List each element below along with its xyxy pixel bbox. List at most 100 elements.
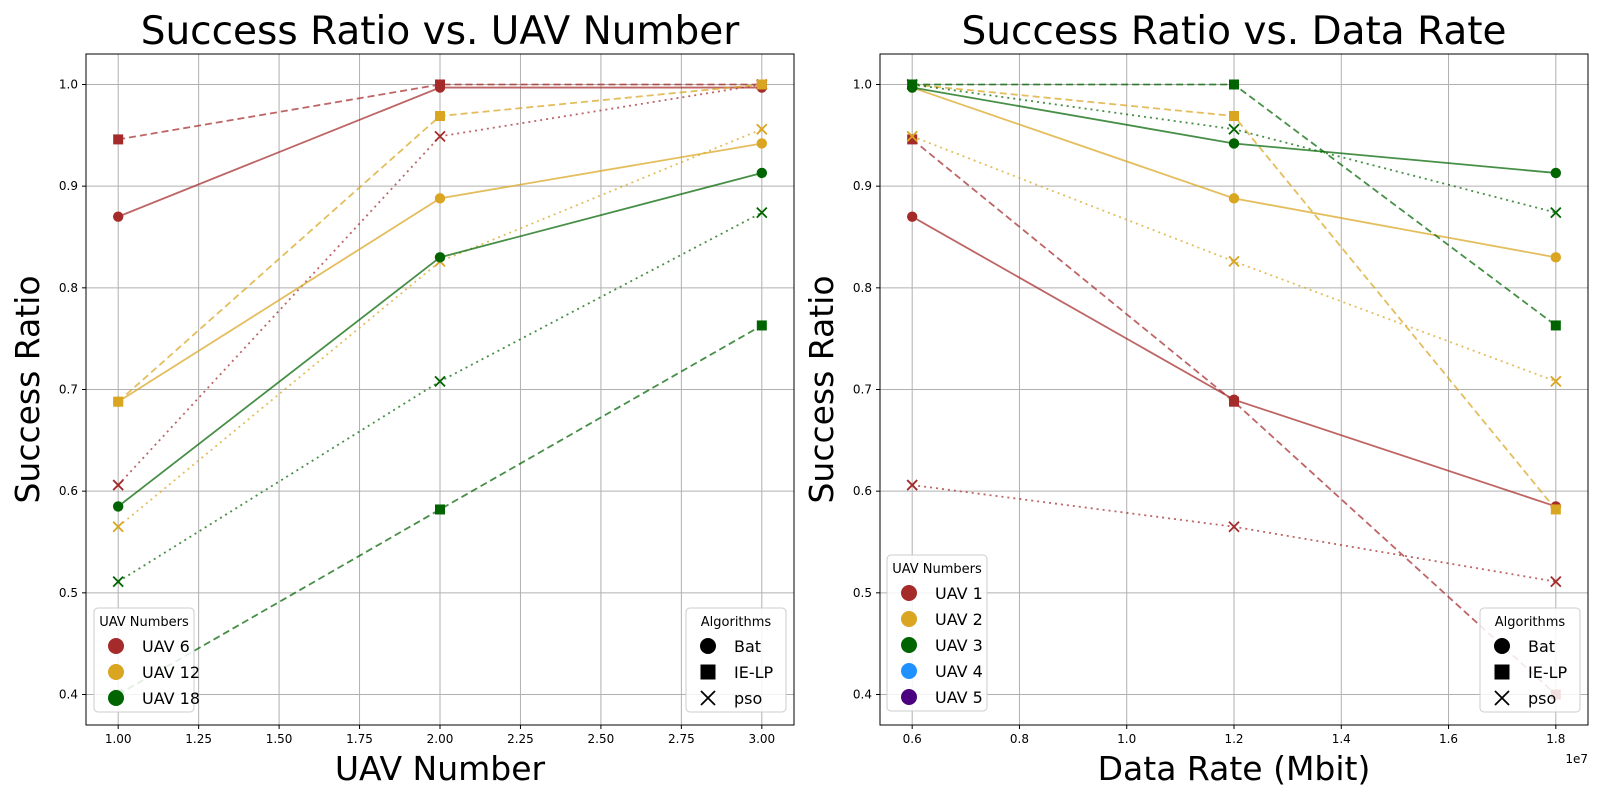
- data-point: [435, 504, 445, 515]
- x-tick-label: 2.75: [668, 732, 695, 746]
- legend-entry-uav-2: UAV 2: [901, 610, 983, 629]
- data-point: [1228, 255, 1240, 268]
- legend-entry-ie-lp: IE-LP: [1494, 663, 1568, 682]
- x-tick-label: 1.75: [346, 732, 373, 746]
- data-point: [113, 396, 124, 407]
- data-point: [1229, 79, 1239, 90]
- legend-entry-uav-3: UAV 3: [901, 636, 983, 655]
- legend-label: Bat: [1528, 637, 1555, 656]
- series-line: [117, 128, 763, 528]
- legend-label: UAV 6: [142, 637, 190, 656]
- x-tick-label: 1.50: [266, 732, 293, 746]
- data-point: [112, 501, 124, 512]
- data-point: [1550, 206, 1562, 219]
- legend-entry-uav-6: UAV 6: [108, 637, 190, 656]
- legend-algorithms: Algorithms Bat IE-LP pso: [685, 607, 787, 713]
- data-point: [906, 479, 918, 491]
- data-point: [1550, 504, 1561, 515]
- legend-entry-uav-12: UAV 12: [108, 663, 200, 682]
- y-tick-label: 0.5: [853, 586, 872, 600]
- legend-uav-numbers: UAV Numbers UAV 6 UAV 12 UAV 18: [93, 607, 200, 713]
- x-tick-label: 1.4: [1332, 732, 1351, 746]
- x-tick-label: 2.25: [507, 732, 534, 746]
- series-line: [118, 83, 762, 141]
- data-point: [756, 79, 767, 90]
- data-point: [434, 130, 446, 142]
- y-tick-label: 0.6: [853, 484, 872, 498]
- legend-title: UAV Numbers: [892, 562, 982, 577]
- data-point: [1228, 123, 1240, 135]
- legend-entry-bat: Bat: [700, 637, 761, 656]
- legend-label: UAV 18: [142, 689, 200, 708]
- legend-frame: [93, 607, 195, 713]
- y-tick-label: 0.4: [853, 688, 872, 702]
- legend-marker: [108, 690, 124, 706]
- x-axis-title: UAV Number: [335, 749, 546, 788]
- data-point: [756, 206, 768, 219]
- legend-entry-bat: Bat: [1494, 637, 1555, 656]
- data-point: [113, 134, 124, 145]
- data-point: [1229, 396, 1239, 407]
- data-point: [435, 79, 445, 90]
- data-point: [434, 193, 446, 204]
- legend-entry-uav-18: UAV 18: [108, 689, 200, 708]
- y-tick-label: 0.8: [59, 281, 78, 295]
- data-point: [756, 138, 768, 149]
- legend-label: IE-LP: [734, 663, 774, 682]
- data-point: [1228, 521, 1240, 533]
- legend-entry-uav-5: UAV 5: [901, 688, 983, 707]
- chart-data-rate: 0.6 0.8 1.0 1.2 1.4 1.6 1.8 0.4 0.5 0.6 0.7 0.8 0.9 1…: [802, 9, 1589, 788]
- legend-uav-numbers: UAV Numbers UAV 1 UAV 2 UAV 3 UAV 4 UAV 5: [886, 554, 988, 712]
- data-point: [112, 211, 124, 222]
- chart-title: Success Ratio vs. Data Rate: [961, 9, 1506, 54]
- series-line: [911, 135, 1557, 383]
- series-line: [911, 138, 1557, 696]
- data-point: [1550, 320, 1561, 331]
- data-point: [434, 252, 446, 263]
- y-axis-title: Success Ratio: [802, 275, 841, 503]
- legend-entry-uav-1: UAV 1: [901, 584, 983, 603]
- y-tick-label: 0.8: [853, 281, 872, 295]
- legend-title: Algorithms: [701, 615, 772, 630]
- data-point: [906, 130, 918, 142]
- chart-uav-number: 1.00 1.25 1.50 1.75 2.00 2.25 2.50 2.75 3.000.40…: [8, 9, 795, 788]
- data-point: [1228, 193, 1240, 204]
- data-point: [906, 78, 918, 91]
- legend-entry-uav-4: UAV 4: [901, 662, 983, 681]
- series-line: [117, 324, 763, 696]
- series-uav-12-ie-lp: [113, 79, 767, 407]
- x-tick-label: 1.2: [1224, 732, 1243, 746]
- data-point: [112, 576, 124, 588]
- data-point: [1550, 576, 1562, 588]
- legend-marker: [901, 611, 917, 627]
- data-point: [756, 320, 767, 331]
- legend-label: UAV 3: [935, 636, 983, 655]
- y-tick-label: 0.7: [59, 383, 78, 397]
- data-point: [112, 479, 124, 491]
- x-tick-label: 0.8: [1010, 732, 1029, 746]
- legend-marker: [108, 638, 124, 654]
- x-tick-label: 1.8: [1546, 732, 1565, 746]
- legend-frame: [1479, 607, 1581, 713]
- legend-label: UAV 2: [935, 610, 983, 629]
- x-tick-label: 1.25: [185, 732, 212, 746]
- y-axis: 0.4 0.5 0.6 0.7 0.8 0.9 1.0: [59, 78, 86, 702]
- legend-entry-pso: pso: [700, 689, 762, 708]
- data-point: [907, 134, 918, 145]
- series-uav-18-pso: [112, 206, 768, 588]
- y-tick-label: 0.9: [853, 179, 872, 193]
- series-uav-18-bat: [112, 167, 768, 512]
- legend-label: UAV 4: [935, 662, 983, 681]
- legend-title: UAV Numbers: [99, 615, 189, 630]
- data-point: [435, 111, 445, 122]
- legend-marker: [108, 664, 124, 680]
- chart-title: Success Ratio vs. UAV Number: [141, 9, 741, 54]
- legend-title: Algorithms: [1495, 615, 1566, 630]
- y-tick-label: 0.5: [59, 586, 78, 600]
- x-tick-label: 1.00: [105, 732, 132, 746]
- legend-marker: [901, 585, 917, 601]
- grid: [86, 54, 794, 725]
- y-tick-label: 1.0: [853, 78, 872, 92]
- plot-area: [112, 78, 768, 700]
- legend-label: UAV 5: [935, 688, 983, 707]
